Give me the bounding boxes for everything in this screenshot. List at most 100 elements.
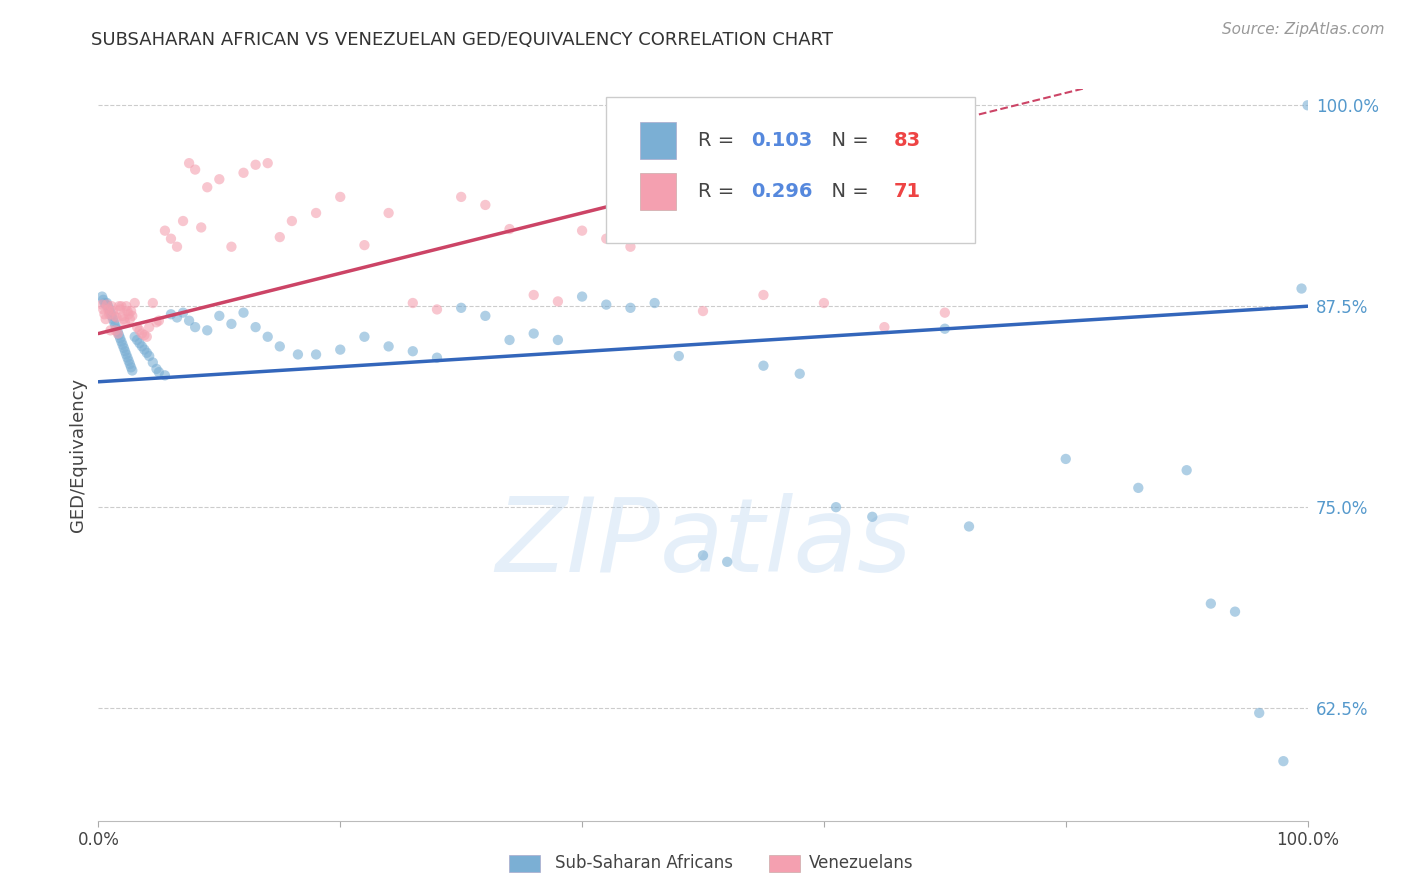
Point — [160, 307, 183, 321]
Point — [108, 302, 131, 317]
Point — [96, 297, 118, 311]
Point — [523, 326, 546, 341]
Text: Venezuelans: Venezuelans — [808, 855, 912, 872]
Point — [111, 338, 134, 352]
Point — [148, 314, 170, 328]
Point — [112, 312, 135, 326]
Point — [112, 341, 135, 355]
Point — [329, 343, 352, 357]
Point — [208, 309, 231, 323]
Point — [873, 320, 896, 334]
Point — [117, 304, 139, 318]
Point — [94, 312, 117, 326]
FancyBboxPatch shape — [640, 122, 676, 159]
Point — [860, 509, 883, 524]
Point — [221, 317, 243, 331]
Point — [153, 224, 176, 238]
Point — [752, 359, 775, 373]
Point — [377, 339, 399, 353]
Text: 0.103: 0.103 — [751, 131, 813, 150]
Text: 83: 83 — [894, 131, 921, 150]
Point — [138, 349, 160, 363]
Point — [134, 328, 156, 343]
Point — [104, 323, 127, 337]
Point — [825, 500, 848, 515]
Point — [789, 367, 811, 381]
Point — [135, 346, 157, 360]
Text: 0.296: 0.296 — [751, 182, 813, 201]
Point — [179, 314, 201, 328]
Point — [124, 296, 146, 310]
Text: 71: 71 — [894, 182, 921, 201]
Point — [305, 206, 328, 220]
Point — [91, 297, 114, 311]
Point — [105, 310, 128, 325]
Text: SUBSAHARAN AFRICAN VS VENEZUELAN GED/EQUIVALENCY CORRELATION CHART: SUBSAHARAN AFRICAN VS VENEZUELAN GED/EQU… — [91, 31, 834, 49]
Text: Sub-Saharan Africans: Sub-Saharan Africans — [555, 855, 734, 872]
Point — [179, 156, 201, 170]
Point — [96, 296, 118, 310]
Point — [644, 296, 666, 310]
Point — [426, 351, 449, 365]
Point — [571, 224, 593, 238]
Text: ZIPatlas: ZIPatlas — [495, 492, 911, 592]
Point — [1054, 452, 1077, 467]
Point — [148, 365, 170, 379]
Point — [547, 333, 569, 347]
Point — [232, 306, 254, 320]
Point — [127, 320, 149, 334]
Point — [111, 309, 134, 323]
Point — [100, 299, 122, 313]
Point — [128, 336, 150, 351]
Point — [110, 334, 132, 349]
Bar — [769, 855, 800, 872]
Point — [166, 310, 188, 325]
Point — [232, 166, 254, 180]
Point — [195, 323, 218, 337]
Point — [118, 354, 141, 368]
Point — [474, 198, 496, 212]
Point — [91, 302, 114, 317]
Point — [117, 351, 139, 365]
Point — [160, 232, 183, 246]
Point — [142, 296, 165, 310]
Text: N =: N = — [820, 182, 875, 201]
Point — [377, 206, 399, 220]
Point — [114, 315, 136, 329]
Point — [94, 297, 117, 311]
Point — [474, 309, 496, 323]
Point — [98, 307, 121, 321]
Point — [184, 320, 207, 334]
Point — [138, 320, 160, 334]
Point — [208, 172, 231, 186]
Point — [1128, 481, 1150, 495]
Point — [269, 339, 291, 353]
Bar — [509, 855, 540, 872]
Text: R =: R = — [699, 131, 741, 150]
Point — [595, 232, 617, 246]
Point — [281, 214, 304, 228]
Point — [353, 238, 375, 252]
Point — [135, 330, 157, 344]
Point — [118, 307, 141, 321]
Point — [329, 190, 352, 204]
Point — [153, 368, 176, 383]
Point — [752, 288, 775, 302]
FancyBboxPatch shape — [606, 96, 976, 243]
Point — [426, 302, 449, 317]
Point — [128, 323, 150, 337]
Point — [172, 214, 194, 228]
Point — [668, 349, 690, 363]
Point — [145, 362, 167, 376]
Point — [120, 360, 142, 375]
Point — [1223, 605, 1246, 619]
Point — [934, 306, 956, 320]
Point — [118, 357, 141, 371]
Point — [103, 315, 125, 329]
Point — [101, 304, 124, 318]
Text: N =: N = — [820, 131, 875, 150]
Text: R =: R = — [699, 182, 741, 201]
Point — [101, 312, 124, 326]
Point — [813, 296, 835, 310]
Point — [619, 301, 641, 315]
